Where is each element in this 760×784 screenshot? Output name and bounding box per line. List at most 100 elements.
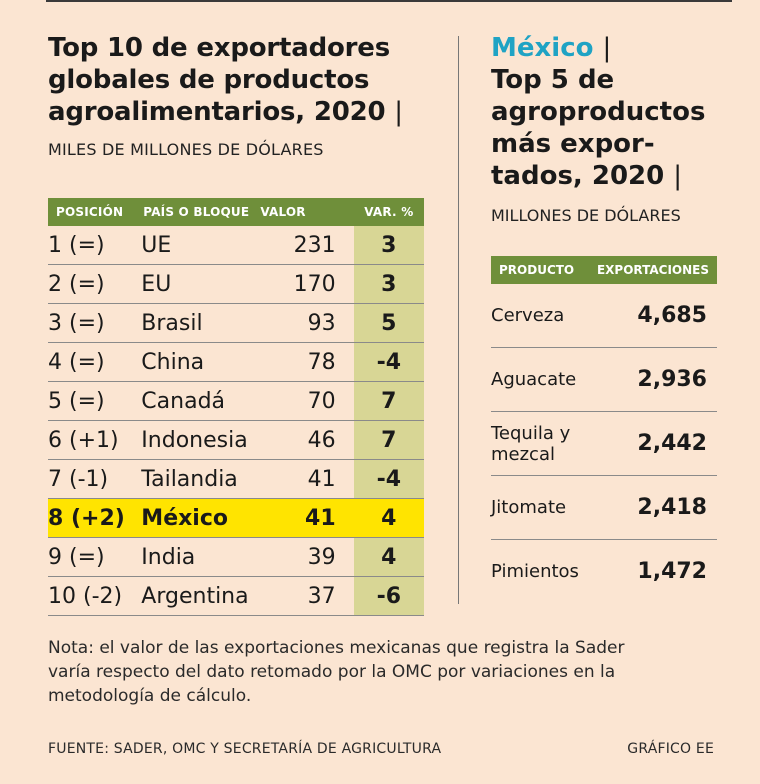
exporter-variation: 7	[353, 381, 424, 421]
title-separator: |	[394, 97, 403, 127]
col-valor: VALOR	[252, 198, 354, 226]
exporter-country: Indonesia	[135, 420, 253, 460]
top-rule	[46, 0, 732, 2]
right-title: México | Top 5 de agroproductos más expo…	[491, 32, 719, 192]
right-title-line-4-text: tados, 2020	[491, 161, 665, 191]
right-panel-header: México | Top 5 de agroproductos más expo…	[491, 32, 719, 226]
exporter-position: 9 (=)	[48, 537, 136, 577]
product-exports: 2,442	[586, 411, 717, 476]
exporter-country: EU	[135, 264, 253, 304]
left-subtitle: MILES DE MILLONES DE DÓLARES	[48, 140, 324, 159]
footnote-line-1: Nota: el valor de las exportaciones mexi…	[48, 638, 625, 658]
exporter-value: 37	[252, 576, 354, 616]
exporter-variation: -6	[353, 576, 424, 616]
col-producto: PRODUCTO	[491, 256, 587, 284]
right-title-separator-2: |	[673, 161, 683, 191]
product-name: Aguacate	[491, 347, 587, 412]
exporter-position: 1 (=)	[48, 226, 136, 265]
exporter-variation: 3	[353, 264, 424, 304]
right-subtitle: MILLONES DE DÓLARES	[491, 206, 719, 226]
product-exports: 1,472	[637, 559, 707, 584]
product-name-line: Pimientos	[491, 561, 579, 582]
exporter-row: 2 (=) EU 170 3	[48, 264, 424, 304]
product-row: Jitomate 2,418	[491, 475, 717, 540]
product-name-line: Jitomate	[491, 497, 567, 518]
exporter-row: 8 (+2) México 41 4	[48, 498, 424, 538]
exporter-row: 3 (=) Brasil 93 5	[48, 303, 424, 343]
exporter-row: 5 (=) Canadá 70 7	[48, 381, 424, 421]
exporter-variation: 4	[353, 537, 424, 577]
product-exports: 4,685	[586, 284, 717, 348]
right-subtitle-line-1: MILLONES DE DÓLARES	[491, 206, 681, 225]
mexico-label: México	[491, 33, 594, 63]
product-name-line: Cerveza	[491, 305, 565, 326]
exporters-table-body: 1 (=) UE 231 3 2 (=) EU 170 3 3 (=) Brasil 93 5 4 (=…	[48, 226, 424, 616]
products-table: PRODUCTO EXPORTACIONES Cerveza 4,685 Aguac…	[491, 256, 717, 603]
footnote-line-3: metodología de cálculo.	[48, 686, 252, 706]
left-title-line-2: globales de productos	[48, 65, 370, 95]
left-title-line-3: agroalimentarios, 2020 |	[48, 96, 424, 128]
exporter-value: 170	[252, 264, 354, 304]
exporter-position: 6 (+1)	[48, 420, 136, 460]
right-title-line-0: México |	[491, 32, 719, 64]
left-panel-header: Top 10 de exportadores globales de produ…	[48, 32, 424, 160]
exporter-row: 10 (-2) Argentina 37 -6	[48, 576, 424, 616]
product-name: Jitomate	[491, 475, 587, 540]
product-exports: 2,418	[586, 475, 717, 540]
right-title-separator: |	[602, 33, 612, 63]
product-name: Cerveza	[491, 284, 587, 348]
exporter-row: 9 (=) India 39 4	[48, 537, 424, 577]
exporter-country: México	[135, 498, 253, 538]
exporter-country: Tailandia	[135, 459, 253, 499]
exporter-country: India	[135, 537, 253, 577]
exporter-value: 41	[252, 498, 354, 538]
exporter-country: Brasil	[135, 303, 253, 343]
exporter-variation: 5	[353, 303, 424, 343]
product-name-line: mezcal	[491, 443, 555, 465]
exporter-position: 5 (=)	[48, 381, 136, 421]
exporter-row: 4 (=) China 78 -4	[48, 342, 424, 382]
exporter-country: Argentina	[135, 576, 253, 616]
exporter-variation: -4	[353, 459, 424, 499]
exporter-country: UE	[135, 226, 253, 265]
right-title-line-3: más expor-	[491, 129, 655, 159]
credit-label: GRÁFICO EE	[627, 741, 714, 757]
product-name: Pimientos	[491, 540, 587, 604]
source-label: FUENTE: SADER, OMC Y SECRETARÍA DE AGRIC…	[48, 741, 442, 757]
col-pais: PAÍS O BLOQUE	[135, 198, 253, 226]
products-header-row: PRODUCTO EXPORTACIONES	[491, 256, 717, 284]
right-title-line-4: tados, 2020 |	[491, 160, 719, 192]
product-row: Cerveza 4,685	[491, 284, 717, 348]
exporter-value: 41	[252, 459, 354, 499]
exporter-variation: 7	[353, 420, 424, 460]
exporter-position: 2 (=)	[48, 264, 136, 304]
exporter-position: 10 (-2)	[48, 576, 136, 616]
product-row: Tequila y mezcal 2,442	[491, 411, 717, 476]
exporter-position: 8 (+2)	[48, 498, 136, 538]
exporter-position: 3 (=)	[48, 303, 136, 343]
product-exports: 2,936	[586, 347, 717, 412]
product-row: Aguacate 2,936	[491, 347, 717, 412]
exporter-value: 46	[252, 420, 354, 460]
left-title-line-1: Top 10 de exportadores	[48, 33, 391, 63]
exporter-row: 6 (+1) Indonesia 46 7	[48, 420, 424, 460]
exporter-value: 39	[252, 537, 354, 577]
exporter-value: 231	[252, 226, 354, 265]
exporter-row: 7 (-1) Tailandia 41 -4	[48, 459, 424, 499]
exporters-header-row: POSICIÓN PAÍS O BLOQUE VALOR VAR. %	[48, 198, 424, 226]
exporter-value: 93	[252, 303, 354, 343]
right-title-line-2: agroproductos	[491, 97, 706, 127]
footnote: Nota: el valor de las exportaciones mexi…	[48, 636, 728, 708]
exporters-table: POSICIÓN PAÍS O BLOQUE VALOR VAR. % 1 (=…	[48, 198, 424, 616]
product-name-line: Aguacate	[491, 369, 577, 390]
col-var: VAR. %	[353, 198, 424, 226]
exporter-row: 1 (=) UE 231 3	[48, 226, 424, 265]
product-name: Tequila y mezcal	[491, 411, 587, 476]
exporter-position: 7 (-1)	[48, 459, 136, 499]
products-table-body: Cerveza 4,685 Aguacate 2,936 Tequila y mezcal…	[491, 284, 717, 603]
product-row: Pimientos 1,472	[491, 540, 717, 604]
exporter-value: 70	[252, 381, 354, 421]
exporter-country: China	[135, 342, 253, 382]
exporter-value: 78	[252, 342, 354, 382]
col-exportaciones: EXPORTACIONES	[586, 256, 717, 284]
